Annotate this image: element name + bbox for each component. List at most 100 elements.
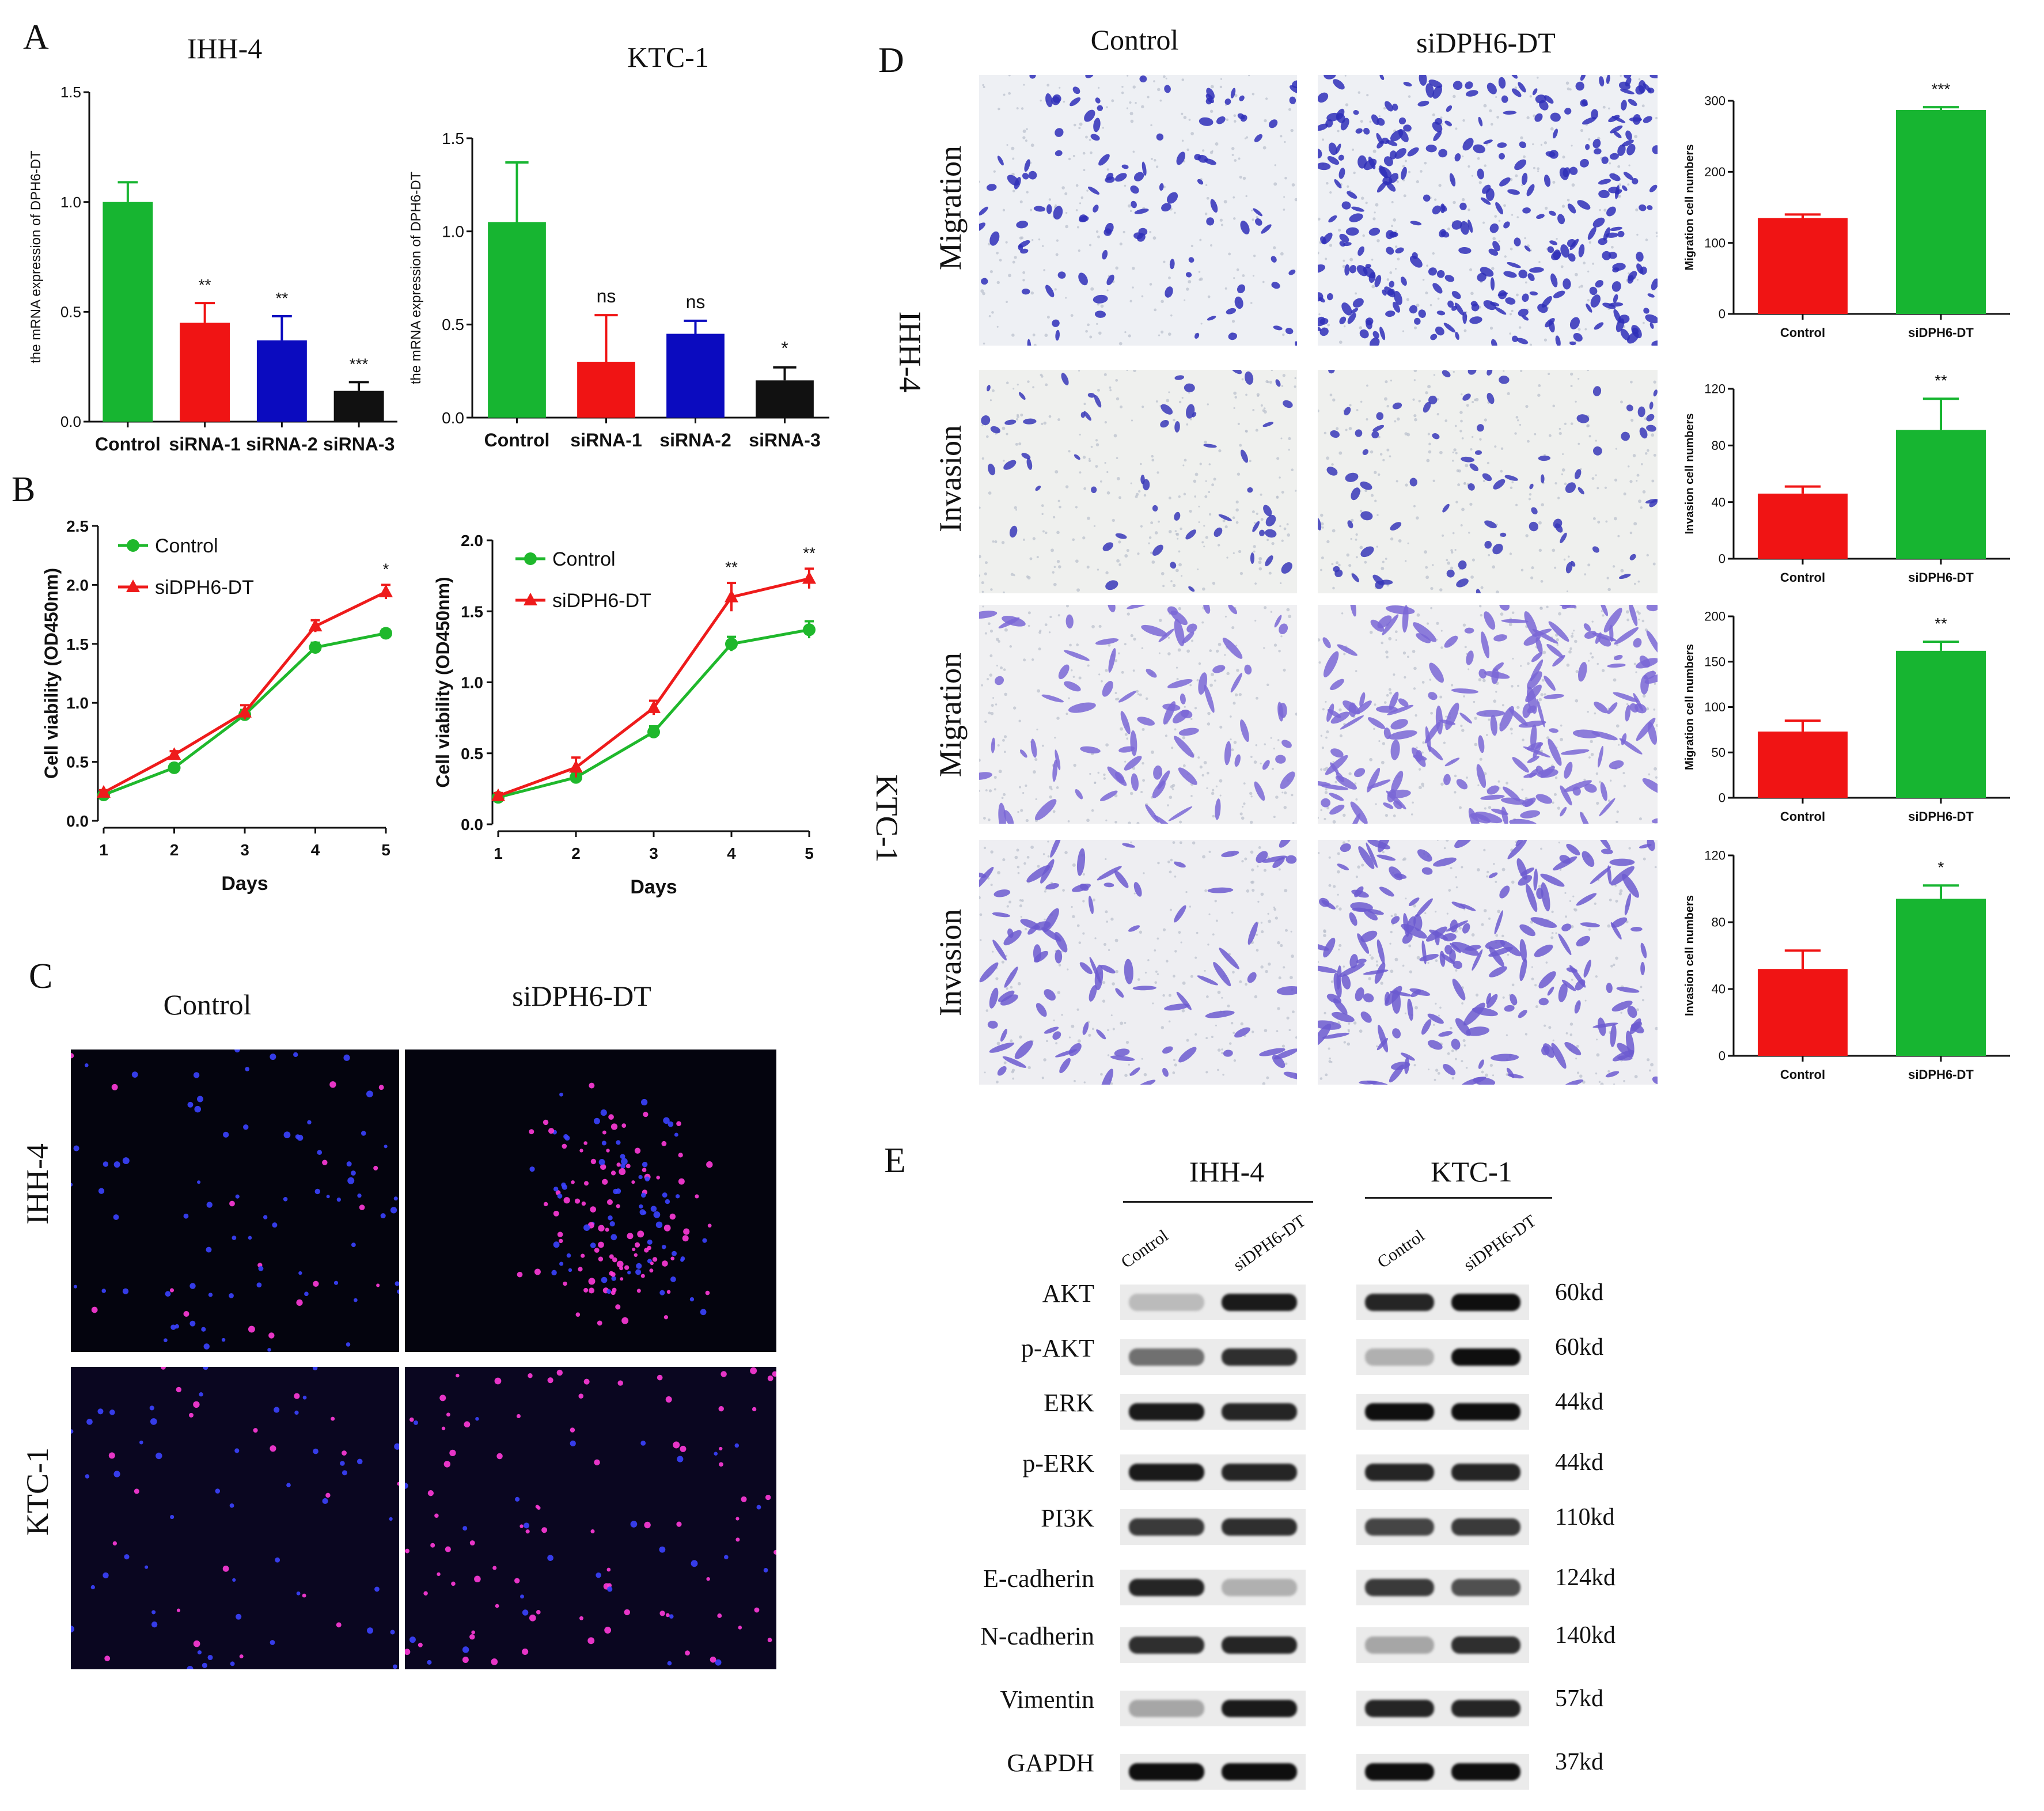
stained-cell <box>1512 757 1529 773</box>
nucleus <box>297 1134 304 1141</box>
pore <box>1110 918 1114 921</box>
stained-cell <box>1341 302 1352 316</box>
pore <box>1210 85 1214 89</box>
stained-cell <box>1359 1080 1377 1085</box>
pore <box>1142 779 1146 782</box>
pore <box>1447 561 1451 565</box>
pore <box>1264 743 1266 745</box>
nucleus <box>351 1242 356 1248</box>
y-axis-label: Cell viability (OD450nm) <box>433 577 453 787</box>
pore <box>988 789 992 793</box>
nucleus <box>253 1428 258 1433</box>
stained-cell <box>1178 728 1199 736</box>
pore <box>986 677 989 681</box>
stained-cell <box>1363 993 1374 1003</box>
pore <box>1290 930 1292 933</box>
stained-cell <box>1400 276 1407 286</box>
pore <box>1057 418 1060 421</box>
panel-d-cellline-ktc1: KTC-1 <box>870 774 904 863</box>
pore <box>1480 614 1483 617</box>
stained-cell <box>1504 1005 1515 1012</box>
stained-cell <box>1362 449 1369 456</box>
pore <box>1091 625 1095 628</box>
stained-cell <box>1045 93 1053 108</box>
pore <box>1184 706 1186 708</box>
pore <box>1041 245 1044 247</box>
nucleus <box>193 1072 200 1078</box>
nucleus <box>668 1121 674 1127</box>
stained-cell <box>1598 840 1611 850</box>
pore <box>1389 271 1393 274</box>
data-point <box>569 760 583 773</box>
pore <box>1282 374 1285 377</box>
stained-cell <box>1351 889 1369 898</box>
pore <box>1150 551 1153 554</box>
pore <box>1295 713 1297 716</box>
stained-cell <box>1483 139 1493 145</box>
pore <box>1124 760 1127 763</box>
nucleus <box>113 1161 120 1168</box>
pore <box>1525 1033 1528 1036</box>
nucleus <box>672 1251 677 1256</box>
stained-cell <box>1408 897 1420 906</box>
stained-cell <box>1432 122 1443 132</box>
pore <box>1286 608 1290 612</box>
pore <box>1343 325 1346 328</box>
stained-cell <box>1371 431 1379 439</box>
nucleus <box>516 1414 521 1418</box>
pore <box>1338 907 1342 911</box>
nucleus <box>354 1298 358 1302</box>
pore <box>1234 396 1237 399</box>
nucleus <box>446 1412 450 1417</box>
pore <box>1359 509 1363 513</box>
stained-cell <box>1044 1026 1059 1034</box>
pore <box>1466 404 1469 407</box>
pore <box>1343 813 1346 817</box>
stained-cell <box>1608 252 1617 259</box>
stained-cell <box>1344 264 1350 276</box>
pore <box>1016 414 1019 416</box>
pore <box>1556 237 1558 240</box>
nucleus <box>101 1289 107 1293</box>
stained-cell <box>1613 131 1622 138</box>
pore <box>1008 274 1011 278</box>
pore <box>1626 703 1629 706</box>
stained-cell <box>1592 546 1599 553</box>
pore <box>1515 174 1518 177</box>
pore <box>1076 643 1079 646</box>
pore <box>996 325 999 328</box>
nucleus <box>206 1202 213 1208</box>
pore <box>1520 370 1523 373</box>
protein-band <box>1222 1294 1297 1311</box>
pore <box>1059 505 1061 509</box>
nucleus <box>409 1636 416 1643</box>
pore <box>1517 419 1519 422</box>
pore <box>1078 941 1082 944</box>
pore <box>1579 1074 1583 1078</box>
pore <box>1260 518 1264 521</box>
nucleus <box>189 1283 196 1289</box>
pore <box>1018 786 1022 789</box>
pore <box>1132 286 1134 289</box>
protein-band <box>1222 1403 1297 1420</box>
pore <box>1627 183 1630 186</box>
nucleus <box>610 1170 616 1176</box>
stained-cell <box>1503 786 1520 802</box>
pore <box>1190 244 1193 248</box>
stained-cell <box>1329 793 1344 801</box>
pore <box>1010 573 1014 576</box>
pore <box>1334 781 1337 784</box>
pore <box>1416 747 1418 749</box>
pore <box>1439 588 1443 592</box>
pore <box>1636 278 1639 281</box>
nucleus <box>331 1416 335 1421</box>
pore <box>1072 538 1075 541</box>
pore <box>1461 507 1465 512</box>
pore <box>1044 890 1046 893</box>
stained-cell <box>1231 370 1242 374</box>
nucleus <box>156 1452 162 1460</box>
pore <box>1322 708 1325 711</box>
nucleus <box>615 1304 621 1310</box>
pore <box>1221 997 1223 999</box>
stained-cell <box>1612 263 1626 271</box>
